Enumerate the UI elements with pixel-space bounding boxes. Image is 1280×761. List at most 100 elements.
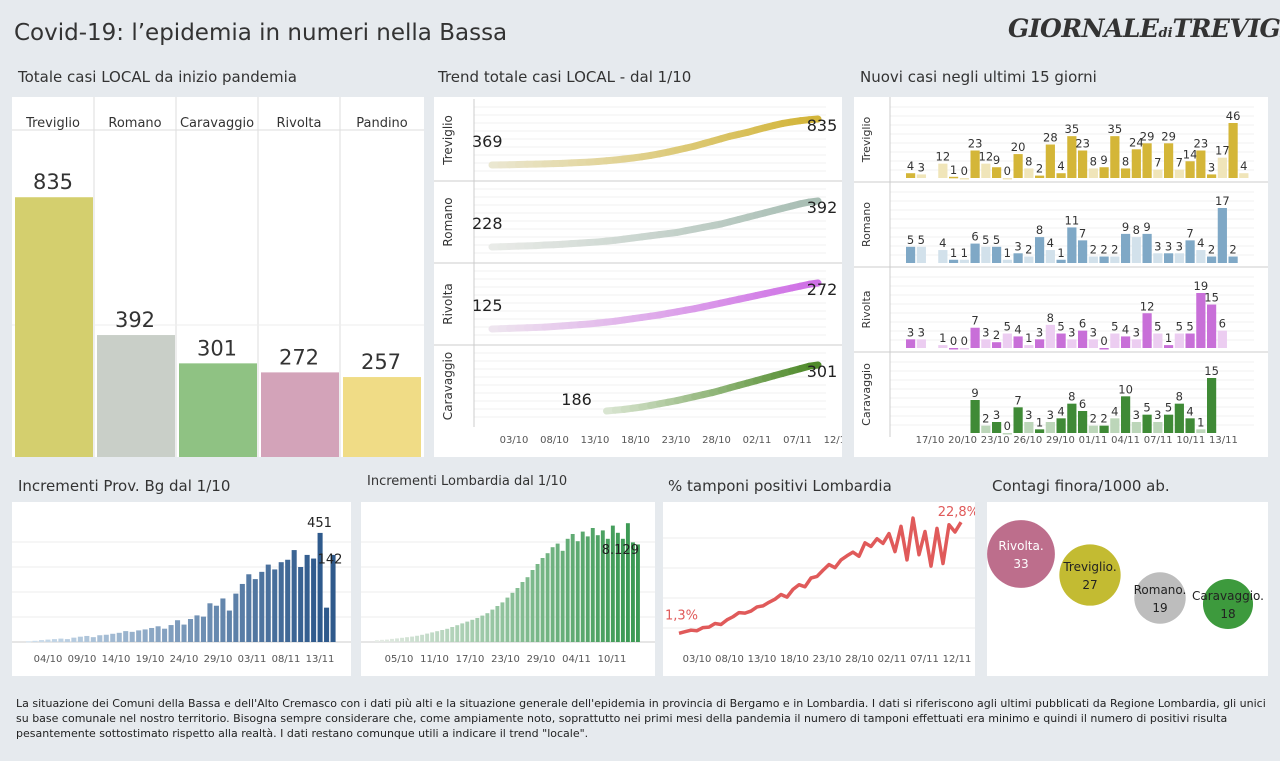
data-label: 0 [1100, 334, 1107, 348]
data-label: 11 [1065, 213, 1080, 227]
bar-romano [1099, 256, 1109, 263]
data-label: 8 [1068, 390, 1075, 404]
data-label: 24 [1129, 135, 1144, 149]
chart-trend-svg: Treviglio 369 835 Romano 228 392 Rivolta 125 272… [434, 99, 852, 446]
bar-rivolta [1078, 330, 1088, 348]
data-label: 6 [1219, 317, 1226, 331]
data-label: 9 [1143, 220, 1150, 234]
data-label: 4 [1197, 236, 1204, 250]
bar-caravaggio [1131, 422, 1141, 433]
bar-rivolta [1110, 333, 1120, 348]
bar-caravaggio [1110, 418, 1120, 433]
data-label: 7 [1014, 393, 1021, 407]
data-label: 9 [1122, 220, 1129, 234]
bar-rivolta [1142, 313, 1152, 348]
data-label: 14 [1183, 147, 1198, 161]
bar [136, 630, 142, 642]
data-label: 5 [1111, 320, 1118, 334]
x-tick: 12/11 [824, 435, 842, 446]
x-tick: 14/10 [102, 654, 131, 665]
data-label: 257 [361, 350, 401, 374]
x-tick: 04/10 [34, 654, 63, 665]
bar-rivolta [949, 348, 959, 350]
x-tick: 19/10 [136, 654, 165, 665]
bar-romano [1174, 253, 1184, 263]
bar [51, 639, 57, 642]
bar [505, 597, 510, 642]
bubble-label: Romano. [1134, 583, 1187, 597]
bar [555, 543, 560, 642]
bar-rivolta [1056, 333, 1066, 348]
end-label: 301 [807, 362, 838, 381]
trend-line-romano [805, 197, 822, 206]
bubble-label: Rivolta. [998, 539, 1043, 553]
bar [570, 534, 575, 642]
bar-treviglio [981, 163, 991, 178]
bar-treviglio [1002, 178, 1012, 180]
data-label: 35 [1108, 122, 1123, 136]
bar-treviglio [1078, 150, 1088, 178]
bar [64, 639, 70, 642]
bar-rivolta [1024, 345, 1034, 348]
bar-rivolta [1207, 304, 1217, 348]
bar [475, 618, 480, 642]
bar [440, 630, 445, 642]
data-label: 9 [993, 153, 1000, 167]
bar [495, 606, 500, 642]
bar [605, 538, 610, 642]
data-label: 4 [1186, 404, 1193, 418]
bar-treviglio [1153, 169, 1163, 178]
data-label: 8 [1036, 223, 1043, 237]
x-tick: 18/10 [780, 654, 809, 665]
bubble-value: 27 [1082, 578, 1097, 592]
bar [103, 634, 109, 642]
data-label: 3 [1165, 239, 1172, 253]
data-label: 17 [1215, 144, 1230, 158]
row-label: Romano [860, 202, 873, 247]
bar-romano [906, 246, 916, 263]
bar-caravaggio [970, 400, 980, 433]
bar [615, 532, 620, 642]
bar [600, 530, 605, 642]
data-label: 5 [1154, 320, 1161, 334]
bar [520, 582, 525, 642]
bar-romano [1024, 256, 1034, 263]
x-tick: 09/10 [68, 654, 97, 665]
bubble-treviglio [1059, 544, 1121, 606]
data-label: 12 [936, 150, 951, 164]
data-label: 4 [1122, 322, 1129, 336]
bar-rivolta [959, 348, 969, 350]
bar [116, 632, 122, 642]
bar [545, 553, 550, 642]
bar [375, 640, 379, 642]
data-label: 4 [1057, 404, 1064, 418]
bar [565, 538, 570, 642]
x-tick: 20/10 [948, 435, 977, 446]
chart-trend: Treviglio 369 835 Romano 228 392 Rivolta 125 272… [434, 97, 852, 457]
data-label: 2 [1229, 243, 1236, 257]
chart-contagi: Rivolta. 33 Treviglio. 27 Romano. 19 Caravaggi… [987, 502, 1268, 676]
data-label: 5 [982, 233, 989, 247]
start-label: 186 [561, 390, 592, 409]
section-title-tamponi: % tamponi positivi Lombardia [668, 477, 892, 495]
data-label: 301 [197, 336, 237, 360]
bar-treviglio [15, 197, 93, 457]
bar-caravaggio [1078, 411, 1088, 433]
data-label: 1 [950, 163, 957, 177]
bar-treviglio [959, 178, 969, 180]
bar-treviglio [949, 176, 959, 179]
bar-rivolta [916, 339, 926, 348]
bar-romano [1228, 256, 1238, 263]
bar-caravaggio [1174, 403, 1184, 433]
data-label: 7 [1154, 156, 1161, 170]
x-tick: 10/11 [598, 654, 627, 665]
x-tick: 11/10 [420, 654, 449, 665]
bar [213, 605, 219, 642]
bar [285, 559, 291, 642]
bar [97, 635, 103, 642]
bar [620, 538, 625, 642]
bar-rivolta [1153, 333, 1163, 348]
bar-rivolta [1185, 333, 1195, 348]
section-title-totale: Totale casi LOCAL da inizio pandemia [18, 68, 297, 86]
bar-romano [981, 246, 991, 263]
